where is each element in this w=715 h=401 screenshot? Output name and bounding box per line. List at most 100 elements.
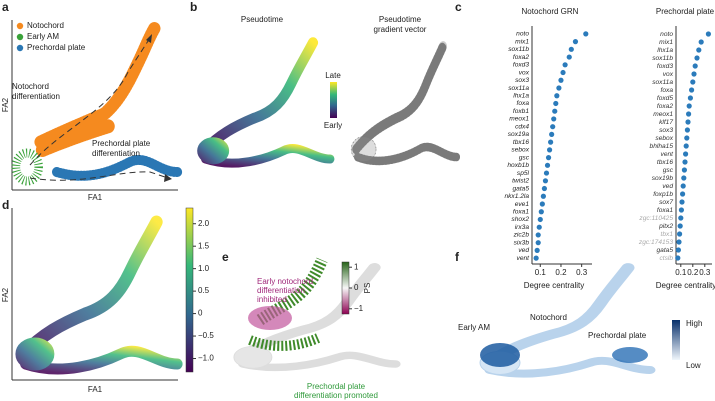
gene-label: foxa2	[513, 54, 529, 61]
dot	[680, 183, 686, 189]
dot	[682, 159, 688, 165]
dot	[691, 71, 697, 77]
x-axis-label: FA1	[88, 193, 103, 202]
dot	[705, 31, 712, 37]
y-tick-label: −1	[354, 304, 364, 313]
dot	[676, 239, 682, 245]
dot	[698, 39, 704, 45]
gene-label: foxa2	[657, 103, 673, 110]
dot	[537, 216, 543, 223]
gene-label: mix1	[659, 39, 673, 46]
x-tick-label: 0.2	[555, 268, 567, 277]
gene-label: lhx1a	[513, 92, 529, 99]
trajectory-arrow	[29, 171, 169, 181]
gene-label: foxa	[517, 100, 530, 107]
gene-label: sox3	[515, 77, 529, 84]
cell-cloud	[11, 21, 183, 186]
colorbar	[330, 82, 337, 118]
gene-label: gata5	[656, 247, 673, 254]
dot	[544, 162, 551, 168]
dot	[583, 31, 589, 37]
y-axis-label: FA2	[1, 287, 10, 302]
gene-label: zgc:174153	[638, 239, 673, 246]
dot	[685, 119, 691, 125]
gene-label: vent	[661, 151, 675, 158]
dot	[541, 185, 548, 192]
colorbar-label: Late	[325, 71, 341, 80]
gene-label: sox11a	[652, 79, 673, 86]
gene-label: foxd5	[657, 95, 673, 102]
gene-label: foxb1	[513, 108, 529, 115]
dot	[554, 93, 560, 99]
panel-title: Pseudotime	[379, 15, 422, 24]
annotation: differentiation	[12, 92, 60, 101]
dot	[552, 108, 558, 114]
dot	[696, 47, 702, 53]
arrowhead	[164, 174, 172, 182]
gene-label: vent	[517, 255, 531, 262]
gene-label: ved	[662, 183, 673, 190]
gene-label: sox11b	[652, 55, 673, 62]
gene-label: twist2	[512, 178, 529, 185]
dot	[687, 95, 694, 101]
region-label: Prechordal plate	[588, 331, 647, 340]
dot	[553, 100, 559, 107]
gene-label: pitx2	[658, 223, 673, 230]
arrowhead	[146, 34, 152, 43]
colorbar	[672, 320, 680, 360]
x-tick-label: 0.1	[675, 268, 687, 277]
panel-label: e	[222, 250, 229, 264]
panel-title: gradient vector	[374, 25, 427, 34]
panel-b: b Pseudotime Late Early Pseudotime gradi…	[190, 0, 457, 164]
dot	[677, 231, 683, 237]
dot	[533, 255, 539, 261]
dot	[549, 131, 555, 137]
dot	[680, 191, 686, 197]
gene-label: sebox	[511, 147, 529, 154]
dot	[535, 240, 541, 246]
y-axis-label: FA2	[1, 97, 10, 112]
gene-label: mix1	[515, 38, 529, 45]
dot	[543, 170, 550, 176]
gene-label: tbx1	[661, 231, 674, 238]
dot	[550, 124, 556, 130]
gene-label: hoxb1b	[507, 162, 529, 169]
dot	[535, 232, 541, 238]
colorbar	[185, 207, 194, 373]
legend-marker	[16, 22, 24, 30]
dot	[692, 63, 698, 69]
gene-label: foxp1b	[653, 191, 673, 198]
dot	[677, 223, 683, 229]
annotation: inhibited	[257, 295, 287, 304]
dot	[678, 207, 685, 213]
y-tick-label: 1.5	[198, 241, 210, 250]
panel-label: a	[2, 0, 9, 14]
dot	[542, 178, 549, 184]
dot	[546, 147, 553, 153]
annotation: differentiation promoted	[294, 391, 378, 400]
legend-label: Prechordal plate	[27, 43, 86, 52]
dot	[545, 155, 552, 161]
legend-label: Notochord	[27, 21, 64, 30]
gene-label: meox1	[653, 111, 673, 118]
gene-label: gsc	[519, 154, 530, 161]
dot	[683, 143, 689, 149]
legend-marker	[16, 33, 24, 41]
gene-label: sox7	[659, 199, 673, 206]
gene-label: zic2b	[513, 232, 530, 239]
y-tick-label: 0	[354, 283, 359, 292]
gene-label: vox	[663, 71, 674, 78]
dot	[689, 87, 695, 93]
vector-field	[351, 46, 456, 161]
gene-label: gata5	[512, 185, 529, 192]
x-tick-label: 0.1	[535, 268, 547, 277]
dot	[538, 209, 544, 215]
dot	[568, 46, 574, 52]
gene-label: foxa	[661, 87, 674, 94]
y-tick-label: 1	[354, 262, 359, 271]
gene-label: sox3	[659, 127, 673, 134]
panel-label: d	[2, 198, 9, 212]
cell-cloud	[198, 43, 331, 164]
panel-c: c	[455, 0, 462, 14]
panel-a: a Notochord differentiation Prechordal p…	[1, 0, 183, 202]
